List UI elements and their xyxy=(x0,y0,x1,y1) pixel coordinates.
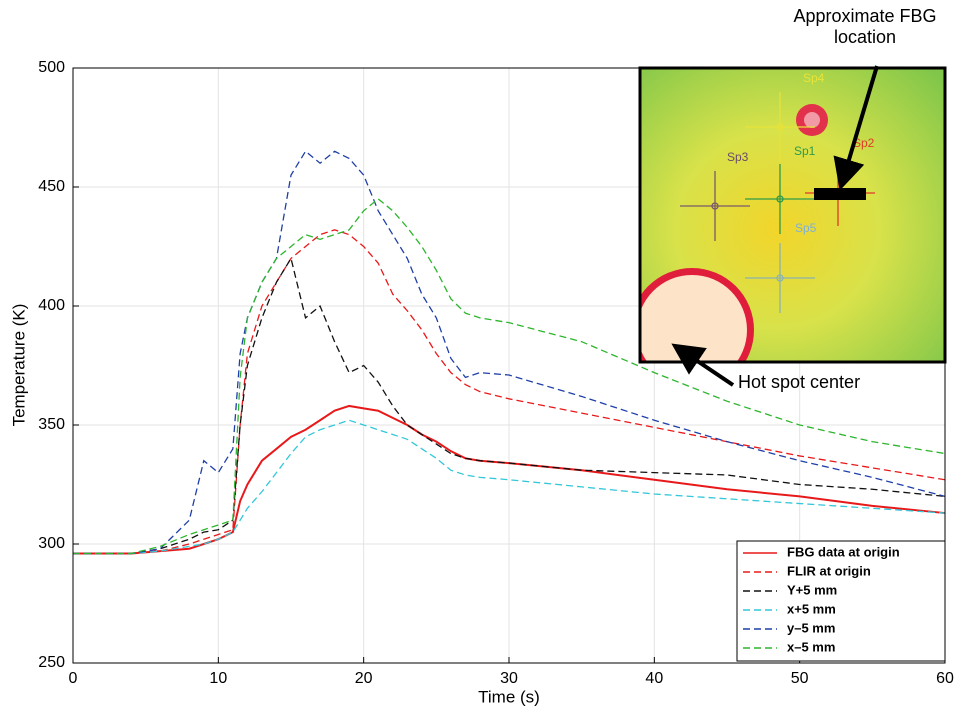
inset-label: Sp5 xyxy=(795,221,817,235)
x-tick-label: 60 xyxy=(936,670,954,687)
x-axis-label: Time (s) xyxy=(478,687,540,706)
page: 250 300 350 400 450 500 0 10 20 30 40 50 60 FBG data … xyxy=(0,0,964,714)
y-tick-label: 350 xyxy=(38,416,65,433)
inset-label: Sp1 xyxy=(794,144,816,158)
x-tick-label: 20 xyxy=(355,670,373,687)
y-tick-label: 450 xyxy=(38,178,65,195)
inset-label: Sp3 xyxy=(727,150,749,164)
red-spot-core xyxy=(804,112,820,128)
x-tick-label: 30 xyxy=(500,670,518,687)
x-tick-label: 40 xyxy=(645,670,663,687)
x-tick-label: 50 xyxy=(791,670,809,687)
y-tick-label: 400 xyxy=(38,297,65,314)
x-tick-label: 10 xyxy=(209,670,227,687)
legend-label: FLIR at origin xyxy=(787,563,871,578)
y-axis-label: Temperature (K) xyxy=(9,304,28,427)
legend-label: Y+5 mm xyxy=(787,582,837,597)
y-tick-label: 500 xyxy=(38,59,65,76)
annotation: Hot spot center xyxy=(738,372,888,393)
inset-image: Sp4 Sp1 Sp2 Sp3 Sp5 xyxy=(630,68,945,392)
y-tick-label: 300 xyxy=(38,535,65,552)
legend-label: x–5 mm xyxy=(787,639,835,654)
legend-label: FBG data at origin xyxy=(787,544,900,559)
legend-label: y–5 mm xyxy=(787,620,835,635)
fbg-marker xyxy=(814,188,866,200)
chart: 250 300 350 400 450 500 0 10 20 30 40 50 60 FBG data … xyxy=(0,0,964,714)
annotation: Approximate FBG location xyxy=(790,6,940,48)
inset-label: Sp4 xyxy=(803,71,825,85)
legend-label: x+5 mm xyxy=(787,601,836,616)
y-tick-label: 250 xyxy=(38,654,65,671)
x-tick-label: 0 xyxy=(69,670,78,687)
